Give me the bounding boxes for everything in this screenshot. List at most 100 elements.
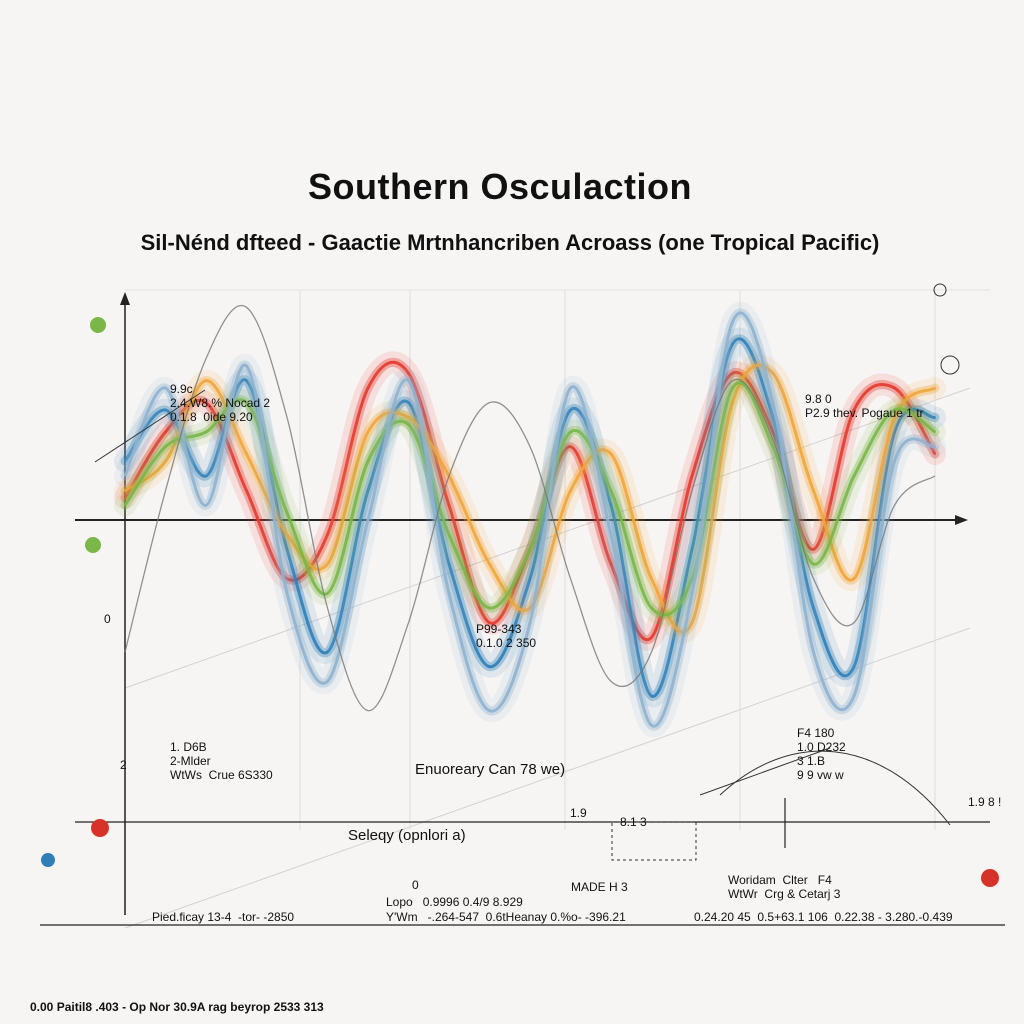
data-point: [812, 489, 815, 492]
data-point: [447, 562, 451, 566]
data-point: [407, 379, 410, 382]
data-point: [123, 474, 127, 478]
data-point: [690, 474, 694, 478]
data-point: [366, 460, 370, 463]
data-point: [933, 386, 937, 390]
pointer-line: [699, 747, 831, 796]
data-point: [852, 474, 856, 478]
data-point: [650, 577, 653, 580]
data-point: [690, 621, 694, 624]
zero-mark: 0: [412, 878, 419, 892]
data-point: [164, 460, 167, 463]
data-point: [812, 606, 815, 610]
data-point: [164, 408, 167, 412]
data-point: [731, 401, 734, 404]
data-point: [528, 606, 532, 610]
data-point: [285, 592, 289, 595]
grid: [124, 289, 990, 929]
annotation-lower-center: Enuoreary Can 78 we): [415, 761, 566, 778]
data-point: [852, 408, 856, 412]
data-point: [123, 460, 127, 463]
data-point: [245, 364, 248, 368]
gridline-horizontal: [124, 387, 971, 689]
data-point: [690, 577, 694, 580]
data-point: [569, 489, 572, 492]
data-point: [488, 606, 491, 610]
data-point: [407, 416, 410, 419]
annotation-lower-right: F4 180 1.0 D232 3 1.B 9 9 vw w: [797, 726, 846, 782]
footnote: 0.00 Paitil8 .403 - Op Nor 30.9A rag bey…: [30, 1000, 324, 1014]
data-point: [893, 416, 896, 419]
stat-b: Y'Wm -.264-547 0.6tHeanay 0.%o- -396.21: [386, 910, 626, 924]
series-layer: [114, 302, 946, 738]
pointer-curve: [719, 750, 951, 826]
data-point: [204, 430, 208, 434]
data-point: [690, 548, 694, 551]
data-point: [245, 379, 248, 382]
data-point: [326, 562, 329, 566]
data-point: [690, 592, 694, 595]
data-point: [285, 577, 289, 580]
marker-red-icon: [91, 819, 109, 837]
data-point: [569, 386, 572, 390]
data-point: [164, 430, 167, 434]
data-point: [326, 680, 329, 683]
data-point: [731, 372, 734, 375]
marker-blue-icon: [41, 853, 55, 867]
side-number-left: 1.9: [570, 806, 587, 820]
data-point: [204, 504, 208, 507]
data-point: [650, 694, 653, 698]
data-point: [933, 452, 937, 456]
marker-green-icon: [85, 537, 101, 553]
marker-green-icon: [90, 317, 106, 333]
data-point: [366, 489, 370, 492]
annotation-lower-left: 1. D6B 2-Mlder WtWs Crue 6S330: [170, 740, 273, 782]
data-point: [609, 533, 613, 536]
data-point: [650, 636, 653, 639]
inset-box: [611, 821, 697, 861]
data-point: [488, 709, 491, 712]
annotation-top-right: 9.8 0 P2.9 thev. Pogaue 1 tr: [805, 392, 924, 420]
data-point: [123, 496, 127, 500]
axes: [40, 292, 1005, 926]
chart-subtitle: Sil-Nénd dfteed - Gaactie Mrtnhancriben …: [140, 230, 880, 255]
data-point: [366, 386, 370, 390]
data-point: [285, 548, 289, 551]
data-point: [447, 592, 451, 595]
data-point: [893, 408, 896, 412]
data-point: [933, 416, 937, 419]
annotation-top-left: 9.9c 2.4.W8.% Nocad 2 0.1.8 0ide 9.20: [170, 382, 271, 424]
series-line-4: [123, 311, 936, 728]
data-point: [771, 401, 775, 404]
data-point: [771, 416, 775, 419]
pointer-line: [94, 389, 206, 463]
side-number-right: 1.9 8 !: [968, 795, 1002, 809]
inset-label: 8.1 3: [620, 815, 647, 829]
data-point: [569, 430, 572, 434]
left-tick-top: 2: [120, 758, 127, 772]
marker-red-icon: [981, 869, 999, 887]
series-line-5: [124, 304, 936, 712]
data-point: [528, 548, 532, 551]
data-point: [731, 386, 734, 390]
data-point: [366, 430, 370, 434]
series-line-3: [123, 381, 936, 617]
data-point: [407, 372, 410, 375]
data-point: [528, 621, 532, 624]
data-point: [123, 504, 127, 507]
x-axis-arrow: [955, 515, 968, 525]
data-point: [771, 430, 775, 434]
data-point: [326, 650, 329, 654]
data-point: [326, 592, 329, 595]
data-point: [609, 562, 613, 566]
stat-c: 0.24.20 45 0.5+63.1 106 0.22.38 - 3.280.…: [694, 910, 953, 924]
data-point: [245, 452, 248, 456]
data-point: [488, 665, 491, 668]
data-point: [528, 577, 532, 580]
data-point: [812, 650, 815, 654]
data-point: [933, 445, 937, 448]
data-point: [731, 320, 734, 324]
data-point: [650, 606, 653, 610]
annotation-center-low: P99-343 0.1.0 2 350: [476, 622, 537, 650]
